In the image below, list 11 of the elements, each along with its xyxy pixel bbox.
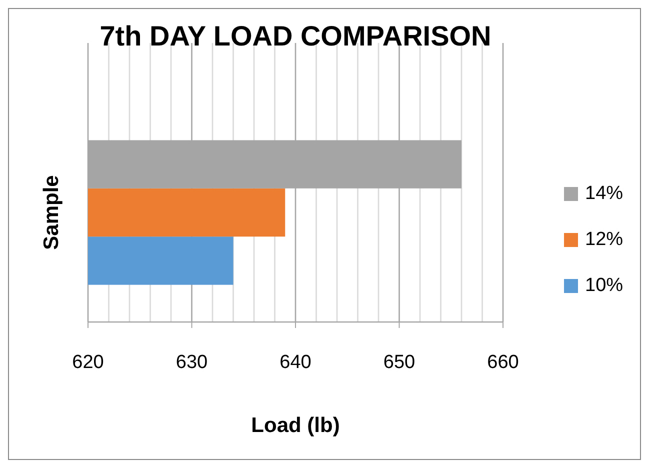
y-axis-title: Sample [40, 175, 63, 250]
legend-label: 10% [585, 275, 624, 296]
x-tick-label: 620 [72, 352, 104, 373]
legend-label: 14% [585, 183, 624, 204]
chart-title: 7th DAY LOAD COMPARISON [100, 20, 492, 52]
x-tick-label: 640 [280, 352, 312, 373]
x-axis-title: Load (lb) [251, 414, 340, 437]
x-tick-label: 630 [176, 352, 208, 373]
legend-label: 12% [585, 229, 624, 250]
x-tick-label: 650 [383, 352, 416, 373]
x-tick-label: 660 [487, 352, 519, 373]
